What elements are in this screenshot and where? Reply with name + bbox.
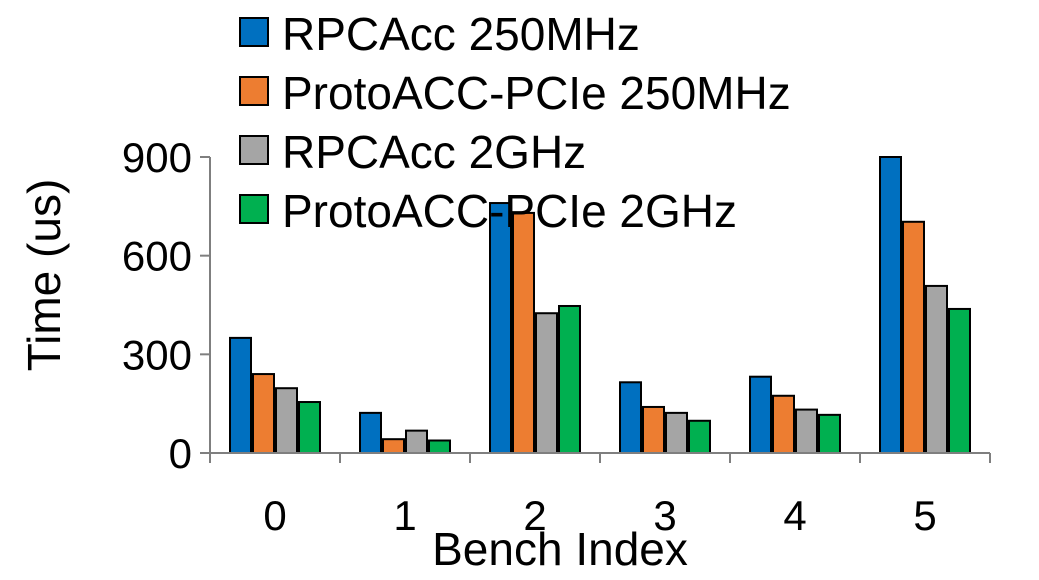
legend-swatch — [239, 76, 269, 106]
bar-rpcacc-2ghz-2 — [535, 312, 558, 454]
legend-label: ProtoACC-PCIe 250MHz — [282, 67, 791, 119]
bar-protoacc-pcie-250mhz-5 — [902, 220, 925, 454]
x-tick-label: 5 — [913, 492, 936, 539]
y-tick-label: 300 — [122, 331, 192, 378]
x-tick-label: 2 — [523, 492, 546, 539]
bar-protoacc-pcie-250mhz-4 — [772, 394, 795, 455]
legend-label: RPCAcc 250MHz — [282, 8, 640, 60]
bar-rpcacc-250mhz-5 — [879, 156, 902, 454]
x-tick-label: 3 — [653, 492, 676, 539]
legend-swatch — [239, 194, 269, 224]
bar-protoacc-pcie-250mhz-1 — [382, 438, 405, 455]
legend: RPCAcc 250MHz ProtoACC-PCIe 250MHz RPCAcc … — [239, 8, 791, 237]
y-tick-label: 0 — [169, 430, 192, 477]
bar-rpcacc-2ghz-3 — [665, 411, 688, 454]
bar-rpcacc-2ghz-5 — [925, 284, 948, 454]
y-tick-label: 600 — [122, 233, 192, 280]
bar-rpcacc-250mhz-4 — [749, 375, 772, 455]
bar-rpcacc-250mhz-0 — [229, 336, 252, 454]
bars-group — [229, 156, 971, 455]
x-tick-label: 1 — [393, 492, 416, 539]
bar-rpcacc-2ghz-1 — [405, 429, 428, 455]
bar-rpcacc-250mhz-3 — [619, 381, 642, 454]
bar-protoacc-pcie-2ghz-3 — [688, 419, 711, 454]
x-tick-label: 0 — [263, 492, 286, 539]
bar-protoacc-pcie-2ghz-5 — [948, 307, 971, 454]
x-axis-title: Bench Index — [432, 523, 688, 575]
bar-protoacc-pcie-2ghz-2 — [558, 304, 581, 454]
bar-protoacc-pcie-2ghz-1 — [428, 439, 451, 455]
legend-swatch — [239, 17, 269, 47]
bar-rpcacc-2ghz-4 — [795, 408, 818, 455]
bar-protoacc-pcie-250mhz-2 — [512, 211, 535, 454]
bar-protoacc-pcie-250mhz-0 — [252, 373, 275, 455]
bar-rpcacc-2ghz-0 — [275, 387, 298, 455]
y-tick-label: 900 — [122, 134, 192, 181]
bar-protoacc-pcie-250mhz-3 — [642, 405, 665, 455]
legend-label: ProtoACC-PCIe 2GHz — [282, 185, 737, 237]
bar-protoacc-pcie-2ghz-0 — [298, 401, 321, 454]
bar-rpcacc-250mhz-2 — [489, 202, 512, 454]
bar-protoacc-pcie-2ghz-4 — [818, 413, 841, 454]
x-tick-label: 4 — [783, 492, 806, 539]
legend-swatch — [239, 135, 269, 165]
legend-label: RPCAcc 2GHz — [282, 126, 586, 178]
y-ticks-group: 0 300 600 900 — [122, 134, 210, 477]
x-ticks-group: 0 1 2 3 4 5 — [209, 453, 991, 539]
bar-rpcacc-250mhz-1 — [359, 411, 382, 454]
y-axis-title: Time (us) — [18, 179, 70, 372]
